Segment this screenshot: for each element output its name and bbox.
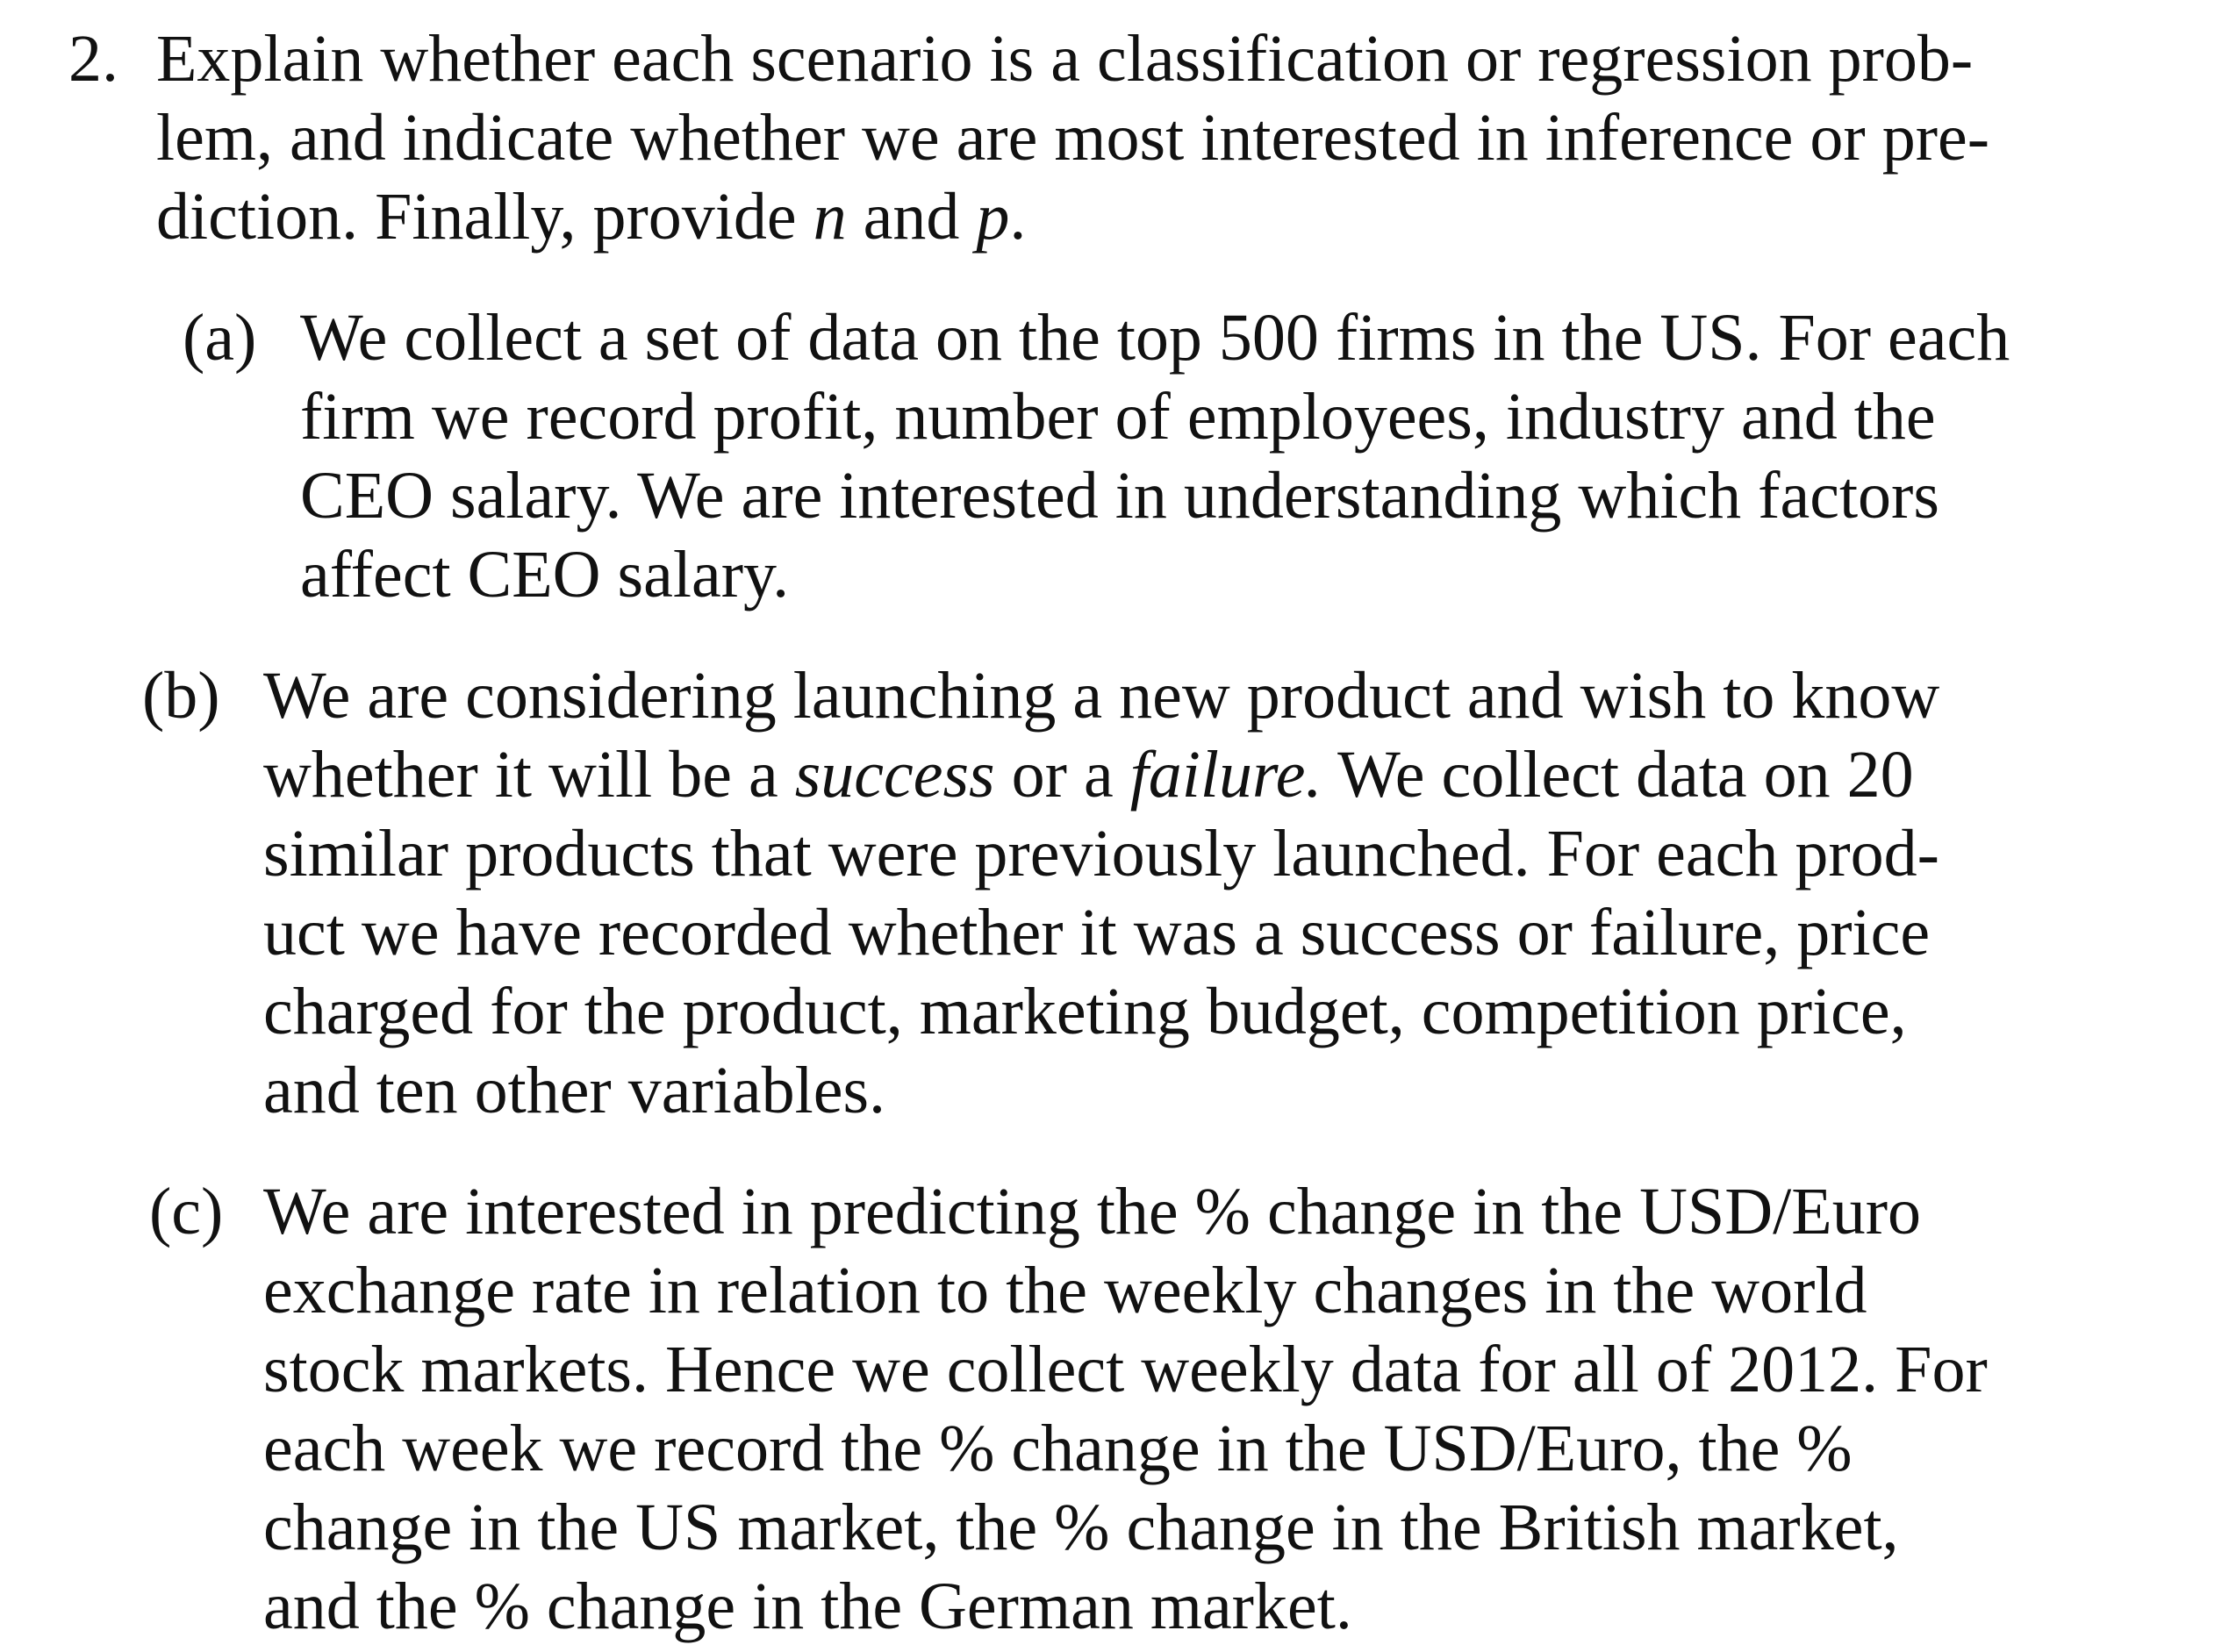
question-line-3-suffix: . <box>1009 180 1027 254</box>
part-b-line-2-suffix: We collect data on 20 <box>1322 738 1914 812</box>
part-b-line-4: uct we have recorded whether it was a su… <box>263 896 1931 969</box>
variable-n: n <box>813 180 847 254</box>
part-c-line-6: and the % change in the German market. <box>263 1570 1352 1643</box>
part-b-line-5: charged for the product, marketing budge… <box>263 975 1907 1048</box>
part-b-line-3: similar products that were previously la… <box>263 817 1939 890</box>
part-b-line-1: We are considering launching a new produ… <box>263 659 1940 733</box>
part-b-line-2-prefix: whether it will be a <box>263 738 795 812</box>
part-a-line-1: We collect a set of data on the top 500 … <box>300 301 2010 375</box>
part-b-line-2-mid: or a <box>994 738 1130 812</box>
part-a-line-4: affect CEO salary. <box>300 538 790 611</box>
part-a-line-3: CEO salary. We are interested in underst… <box>300 459 1939 533</box>
part-b-label: (b) <box>142 659 220 733</box>
question-line-2: lem, and indicate whether we are most in… <box>156 101 1990 175</box>
question-line-3: diction. Finally, provide n and p. <box>156 177 1026 256</box>
part-b-line-6: and ten other variables. <box>263 1054 886 1127</box>
part-c-line-4: each week we record the % change in the … <box>263 1412 1853 1485</box>
part-c-line-2: exchange rate in relation to the weekly … <box>263 1254 1867 1327</box>
part-a-line-2: firm we record profit, number of employe… <box>300 380 1936 454</box>
part-b-line-2: whether it will be a success or a failur… <box>263 735 1914 814</box>
part-c-line-5: change in the US market, the % change in… <box>263 1491 1899 1564</box>
question-line-3-prefix: diction. Finally, provide <box>156 180 813 254</box>
variable-p: p <box>976 180 1010 254</box>
success-word: success <box>794 738 995 812</box>
part-c-line-3: stock markets. Hence we collect weekly d… <box>263 1333 1988 1406</box>
question-line-1: Explain whether each scenario is a class… <box>156 22 1974 96</box>
part-c-label: (c) <box>149 1175 224 1248</box>
part-a-label: (a) <box>183 301 257 375</box>
question-line-3-mid: and <box>846 180 977 254</box>
part-c-line-1: We are interested in predicting the % ch… <box>263 1175 1922 1248</box>
question-number: 2. <box>68 22 118 96</box>
failure-word: failure. <box>1129 738 1322 812</box>
